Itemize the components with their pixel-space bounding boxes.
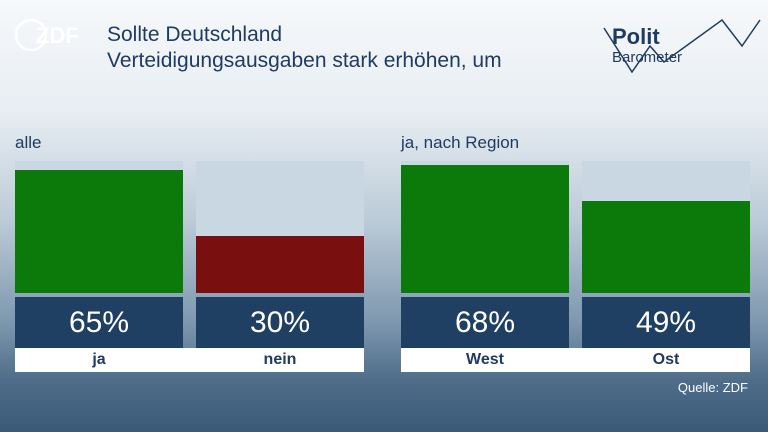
- title-line-2: Verteidigungsausgaben stark erhöhen, um: [107, 49, 502, 72]
- category-label-nein: nein: [263, 351, 297, 368]
- politbarometer-logo: [603, 18, 761, 74]
- section-label-region: ja, nach Region: [401, 133, 520, 152]
- value-label-ost: 49%: [582, 297, 750, 349]
- category-label-row-left: ja nein: [15, 348, 364, 372]
- brand-line-2: Barometer: [612, 49, 683, 66]
- zdf-logo-text: ZDF: [36, 23, 78, 48]
- brand-line-1: Polit: [612, 24, 660, 49]
- bar-nein: [196, 236, 364, 293]
- bar-west: [401, 164, 569, 293]
- chart-1-bar-area-west: [401, 161, 569, 293]
- bar-ost: [582, 200, 750, 293]
- chart-0-bar-area-nein: [196, 161, 364, 293]
- value-label-west: 68%: [401, 297, 569, 349]
- chart-title: Sollte Deutschland Verteidigungsausgaben…: [107, 22, 502, 74]
- value-label-ja: 65%: [15, 297, 183, 349]
- chart-0-bar-area-ja: [15, 161, 183, 293]
- category-label-ost: Ost: [652, 351, 680, 368]
- bar-ja: [15, 170, 183, 293]
- title-line-1: Sollte Deutschland: [107, 23, 283, 46]
- category-label-ja: ja: [92, 351, 106, 368]
- source-label: Quelle: ZDF: [677, 380, 748, 395]
- section-label-alle: alle: [15, 133, 42, 152]
- category-label-row-right: West Ost: [401, 348, 750, 372]
- category-label-west: West: [466, 351, 504, 368]
- chart-1-bar-area-ost: [582, 161, 750, 293]
- value-label-nein: 30%: [196, 297, 364, 349]
- zdf-logo: ZDF: [14, 18, 78, 52]
